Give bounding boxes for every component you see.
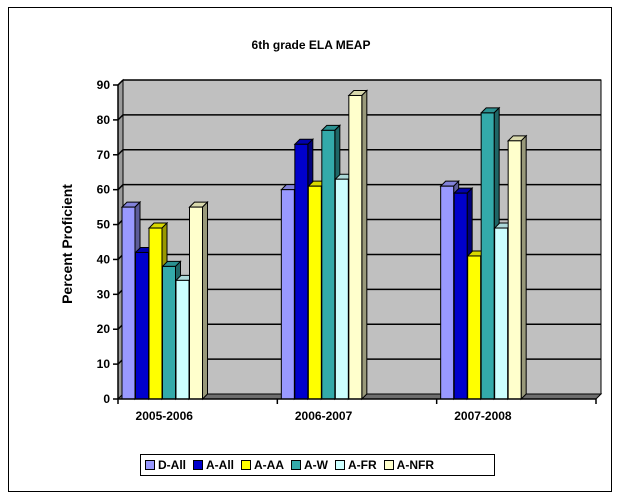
x-tick-label: 2005-2006 (136, 409, 194, 423)
legend: D-All A-All A-AA A-W A-FR A-NFR (140, 454, 495, 476)
bar (506, 134, 528, 401)
y-tick-label: 70 (97, 148, 111, 162)
gridline-side (117, 79, 124, 86)
x-tick-label: 2007-2008 (454, 409, 512, 423)
bar (347, 89, 369, 401)
y-tick-label: 60 (97, 183, 111, 197)
y-tick-label: 20 (97, 322, 111, 336)
y-tick-label: 90 (97, 78, 111, 92)
legend-label: A-NFR (396, 458, 434, 472)
legend-label: A-W (304, 458, 328, 472)
chart-title: 6th grade ELA MEAP (252, 38, 371, 52)
gridline-side (117, 149, 124, 156)
legend-swatch (241, 460, 251, 470)
gridline-side (117, 184, 124, 191)
legend-swatch (291, 460, 301, 470)
legend-swatch (145, 460, 155, 470)
y-tick-label: 0 (103, 392, 110, 406)
legend-swatch (335, 460, 345, 470)
legend-item: A-NFR (383, 458, 434, 472)
x-tick-label: 2006-2007 (295, 409, 353, 423)
y-tick-label: 80 (97, 113, 111, 127)
legend-label: A-AA (254, 458, 284, 472)
y-tick-label: 10 (97, 357, 111, 371)
y-tick-label: 50 (97, 218, 111, 232)
y-tick-label: 40 (97, 252, 111, 266)
bars (120, 89, 528, 401)
legend-item: A-All (193, 458, 234, 472)
legend-item: A-W (291, 458, 328, 472)
y-tick-label: 30 (97, 287, 111, 301)
axes (113, 84, 597, 404)
y-tick-labels: 0 10 20 30 40 50 60 70 80 90 (97, 78, 111, 406)
y-axis-label: Percent Proficient (59, 184, 75, 304)
bar (188, 200, 209, 401)
legend-swatch (383, 460, 394, 470)
legend-label: A-All (206, 458, 234, 472)
legend-item: A-AA (241, 458, 284, 472)
legend-label: D-All (158, 458, 186, 472)
x-tick-labels: 2005-2006 2006-2007 2007-2008 (136, 409, 512, 423)
legend-swatch (193, 460, 203, 470)
legend-item: A-FR (335, 458, 377, 472)
legend-label: A-FR (348, 458, 377, 472)
gridline-side (117, 114, 124, 121)
legend-item: D-All (145, 458, 186, 472)
